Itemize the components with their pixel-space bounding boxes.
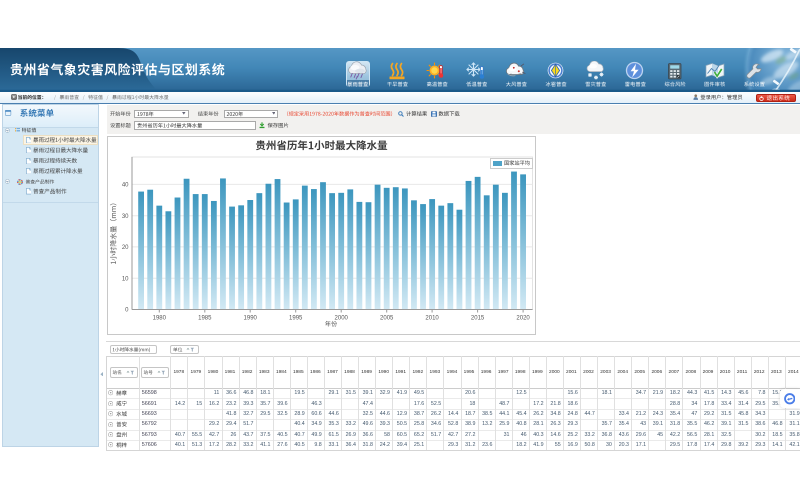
svg-text:30: 30 <box>122 214 129 220</box>
svg-text:2005: 2005 <box>380 316 394 322</box>
svg-text:2010: 2010 <box>425 316 439 322</box>
svg-text:1985: 1985 <box>198 316 212 322</box>
svg-text:0: 0 <box>125 308 129 314</box>
svg-text:20: 20 <box>122 245 129 251</box>
svg-text:1980: 1980 <box>153 316 167 322</box>
svg-text:2015: 2015 <box>471 316 485 322</box>
svg-text:1990: 1990 <box>244 316 258 322</box>
svg-text:10: 10 <box>122 276 129 282</box>
svg-text:2020: 2020 <box>516 316 530 322</box>
svg-text:1995: 1995 <box>289 316 303 322</box>
svg-text:40: 40 <box>122 183 129 189</box>
svg-text:2000: 2000 <box>335 316 349 322</box>
